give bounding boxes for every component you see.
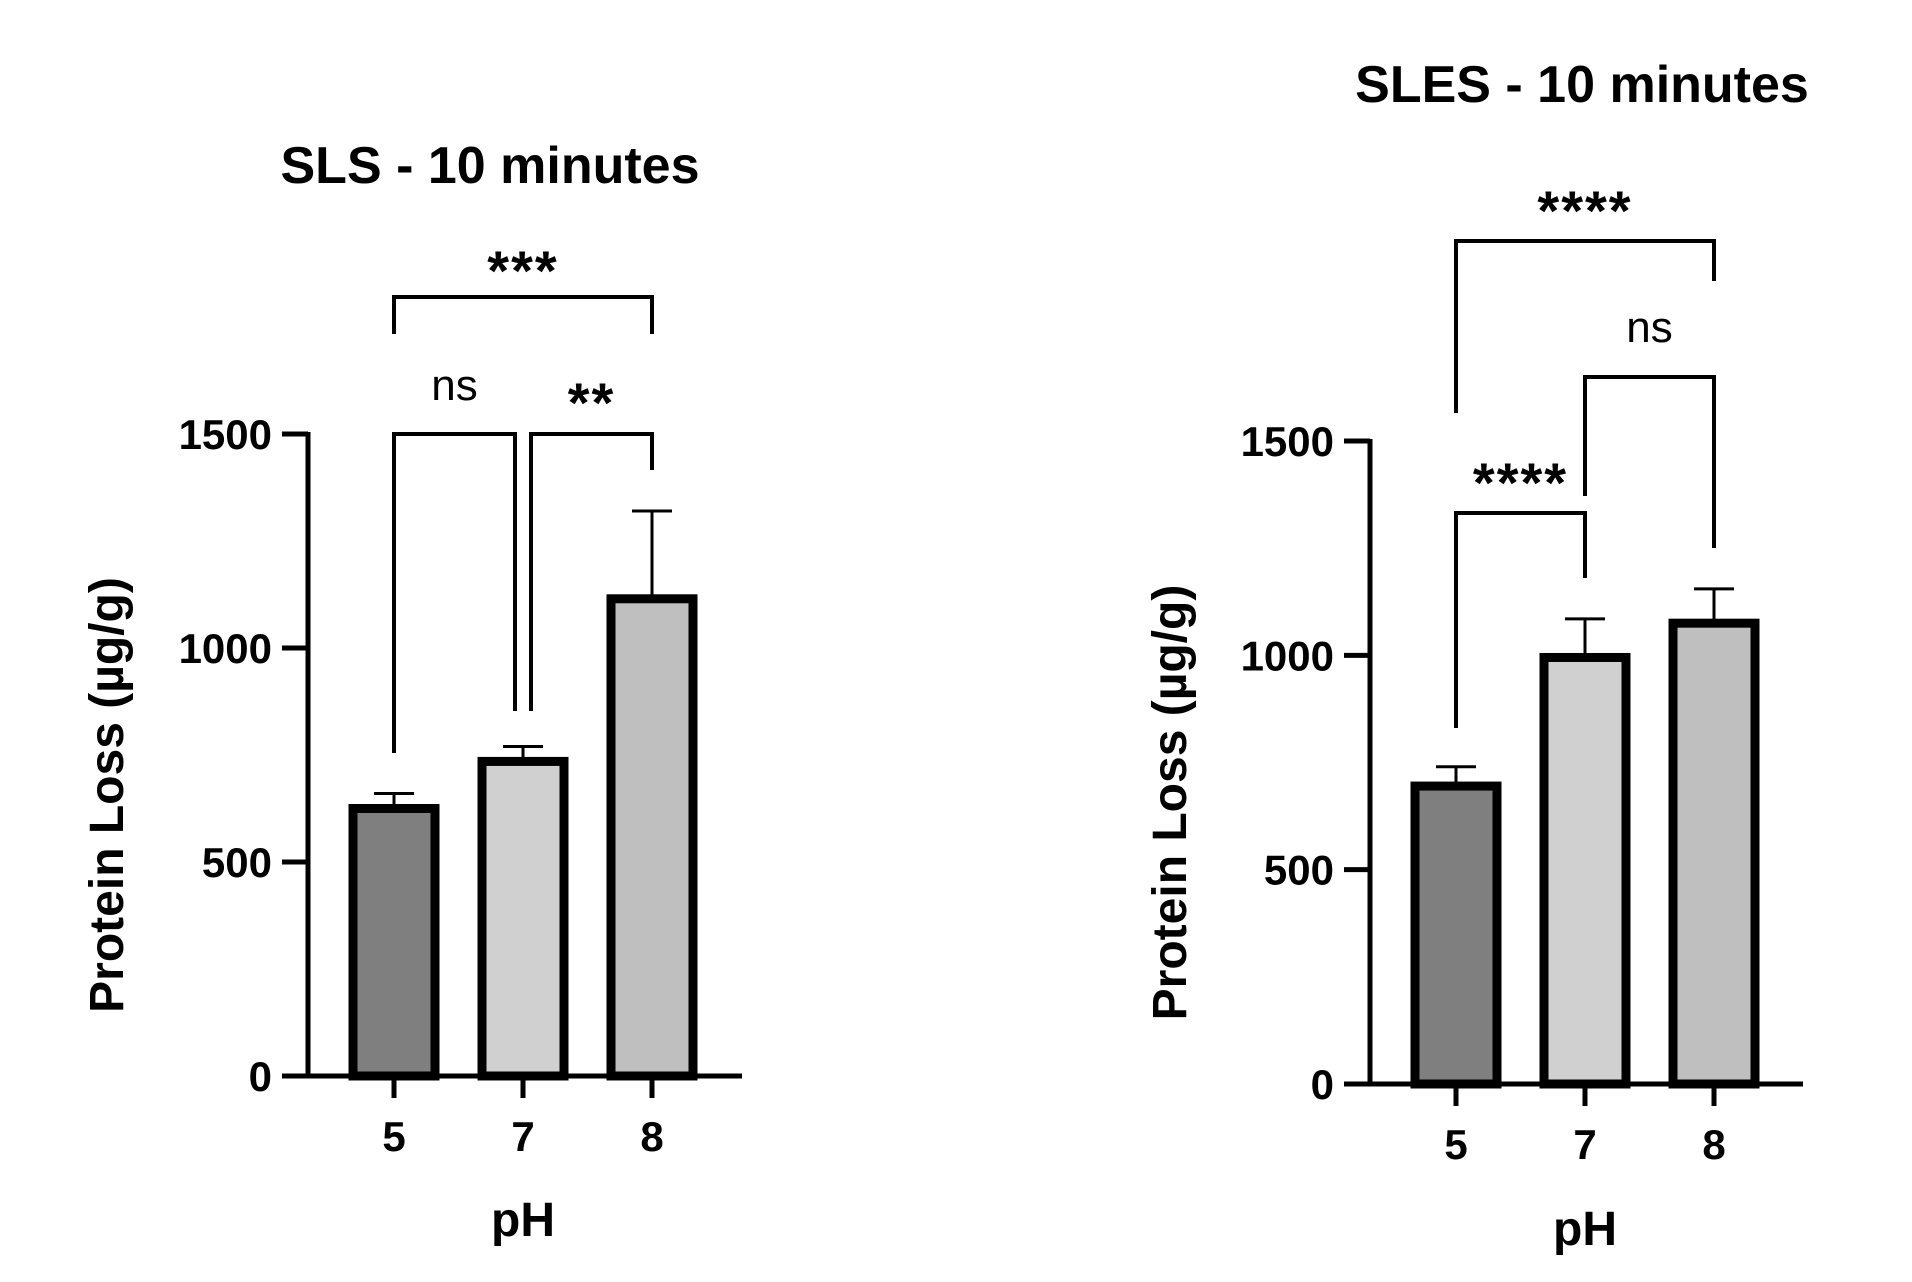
y-axis-label: Protein Loss (µg/g) [81,577,134,1013]
bar-ph-7 [1539,652,1631,1089]
x-axis-label: pH [491,1194,555,1247]
bar-ph-5 [348,804,440,1081]
significance-label: **** [1537,179,1632,242]
significance-bracket [1454,511,1587,728]
chart-title: SLES - 10 minutes [1355,56,1809,114]
x-tick-label: 7 [511,1113,534,1160]
significance-bracket [1454,239,1716,413]
y-tick-label: 0 [249,1053,272,1100]
x-tick-label: 5 [382,1113,405,1160]
x-tick-label: 7 [1573,1121,1596,1168]
bar-ph-5 [1410,781,1502,1089]
significance-label: *** [487,239,558,302]
y-tick-label: 500 [202,839,272,886]
x-axis-label: pH [1553,1203,1617,1256]
x-tick-label: 8 [640,1113,663,1160]
y-tick-label: 0 [1311,1061,1334,1108]
chart-1: SLS - 10 minutes 0 500 1000 1500 5 7 8 pH Protein… [81,137,742,1247]
bar-ph-8 [1668,618,1760,1089]
significance-bracket [1583,375,1716,548]
chart-2: SLES - 10 minutes 0 500 1000 1500 5 7 8 pH Protei… [1144,56,1809,1256]
chart-title: SLS - 10 minutes [281,137,700,195]
y-tick-label: 500 [1264,847,1334,894]
y-tick-label: 1500 [179,411,272,458]
y-tick-label: 1000 [179,625,272,672]
x-tick-label: 8 [1702,1121,1725,1168]
y-axis-label: Protein Loss (µg/g) [1144,585,1197,1021]
y-tick-label: 1000 [1241,632,1334,679]
significance-bracket [529,432,654,711]
significance-label: ** [568,371,616,434]
y-tick-label: 1500 [1241,418,1334,465]
significance-label: ns [431,361,477,410]
significance-label: ns [1626,303,1672,352]
bar-ph-8 [606,594,698,1081]
significance-bracket [392,295,654,334]
bar-ph-7 [477,756,569,1081]
significance-bracket [392,432,517,753]
x-tick-label: 5 [1444,1121,1467,1168]
significance-label: **** [1473,451,1568,514]
